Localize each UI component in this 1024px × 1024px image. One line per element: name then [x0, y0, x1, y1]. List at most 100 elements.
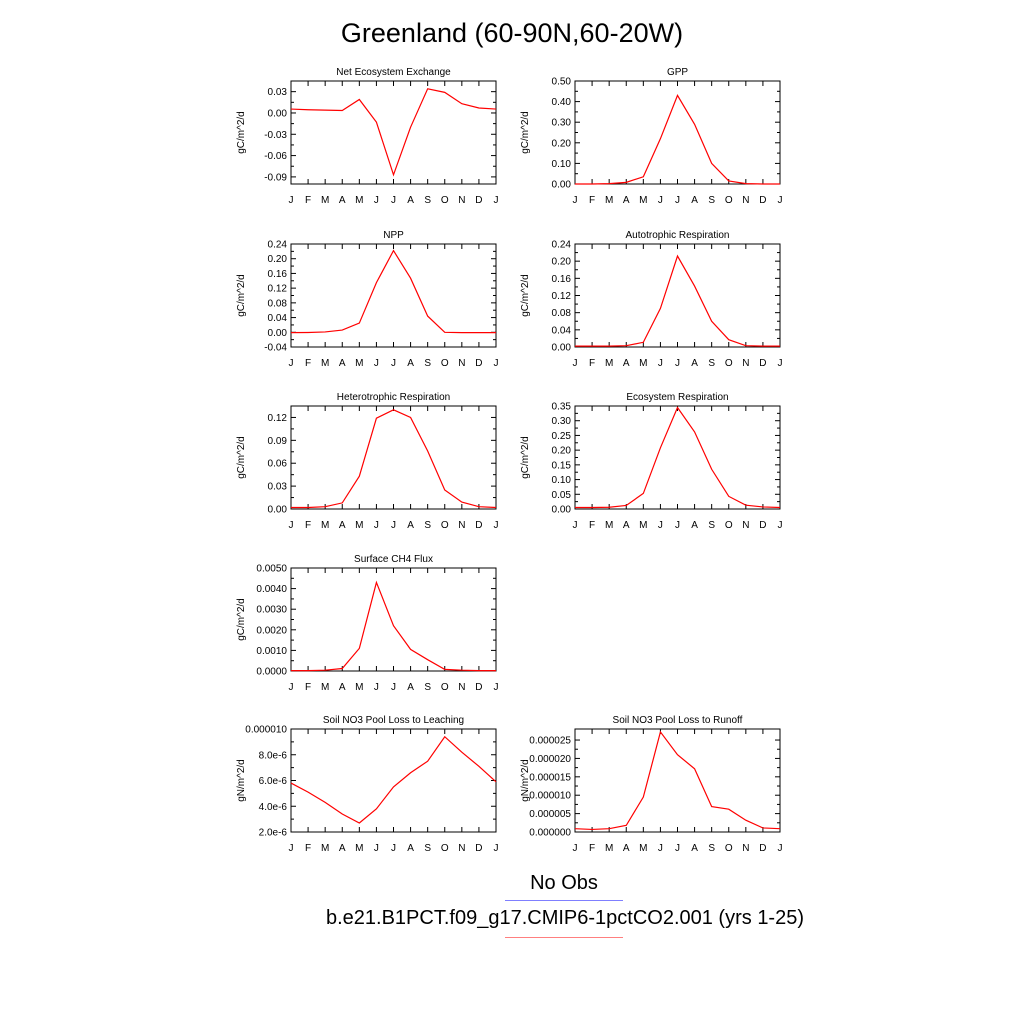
x-tick-label: D — [759, 843, 766, 854]
legend-case-line — [505, 937, 623, 938]
x-tick-label: M — [321, 195, 329, 206]
y-tick-label: 0.16 — [268, 269, 288, 280]
x-tick-label: J — [494, 195, 499, 206]
chart-frame — [290, 728, 497, 833]
x-tick-label: J — [658, 520, 663, 531]
y-axis-label: gC/m^2/d — [520, 436, 531, 479]
x-tick-label: S — [424, 195, 431, 206]
x-tick-label: F — [589, 358, 595, 369]
y-axis-label: gC/m^2/d — [236, 436, 247, 479]
x-tick-label: J — [289, 682, 294, 693]
x-tick-label: O — [441, 843, 449, 854]
x-tick-label: S — [708, 843, 715, 854]
y-tick-label: 0.10 — [552, 475, 572, 486]
x-tick-label: O — [441, 195, 449, 206]
y-tick-label: 0.0030 — [256, 605, 287, 616]
y-axis-label: gN/m^2/d — [520, 759, 531, 802]
y-tick-label: -0.09 — [264, 172, 287, 183]
y-tick-label: 0.000025 — [529, 736, 571, 747]
x-tick-label: F — [305, 843, 311, 854]
y-tick-label: 0.000000 — [529, 828, 571, 839]
x-tick-label: M — [639, 520, 647, 531]
series-line — [290, 735, 497, 824]
x-tick-label: A — [691, 843, 698, 854]
chart-title: Soil NO3 Pool Loss to Runoff — [613, 715, 743, 726]
x-tick-label: M — [355, 358, 363, 369]
y-tick-label: 0.24 — [552, 240, 572, 251]
y-axis-label: gC/m^2/d — [236, 274, 247, 317]
y-tick-label: 0.40 — [552, 97, 572, 108]
y-tick-label: 6.0e-6 — [259, 776, 288, 787]
series-line — [290, 88, 497, 177]
y-tick-label: 2.0e-6 — [259, 828, 288, 839]
x-tick-label: F — [589, 195, 595, 206]
x-tick-label: A — [339, 195, 346, 206]
series-line — [575, 254, 780, 347]
x-tick-label: J — [494, 520, 499, 531]
y-tick-label: 0.000020 — [529, 754, 571, 765]
x-tick-label: O — [725, 843, 733, 854]
x-tick-label: S — [708, 195, 715, 206]
x-tick-label: A — [407, 520, 414, 531]
chart-title: Surface CH4 Flux — [354, 554, 433, 565]
x-tick-label: M — [639, 195, 647, 206]
x-tick-label: D — [475, 358, 482, 369]
x-tick-label: A — [407, 682, 414, 693]
x-tick-label: M — [639, 843, 647, 854]
x-tick-label: J — [573, 520, 578, 531]
y-tick-label: 0.25 — [552, 431, 572, 442]
x-tick-label: N — [742, 520, 749, 531]
y-tick-label: 0.20 — [552, 257, 572, 268]
y-tick-label: 0.12 — [268, 413, 288, 424]
y-tick-label: 0.12 — [552, 291, 572, 302]
y-axis-label: gC/m^2/d — [520, 111, 531, 154]
x-tick-label: D — [759, 520, 766, 531]
x-tick-label: M — [605, 843, 613, 854]
y-tick-label: 0.03 — [268, 87, 288, 98]
y-axis-label: gN/m^2/d — [236, 759, 247, 802]
x-tick-label: M — [355, 520, 363, 531]
x-tick-label: J — [391, 195, 396, 206]
series-line — [291, 409, 497, 509]
x-tick-label: J — [675, 520, 680, 531]
x-tick-label: J — [778, 843, 783, 854]
x-tick-label: J — [658, 843, 663, 854]
x-tick-label: J — [658, 195, 663, 206]
x-tick-label: D — [475, 520, 482, 531]
x-tick-label: M — [355, 682, 363, 693]
x-tick-label: O — [725, 195, 733, 206]
y-tick-label: 0.0010 — [256, 646, 287, 657]
chart-frame — [574, 405, 781, 510]
y-tick-label: 0.04 — [552, 325, 572, 336]
x-tick-label: J — [374, 358, 379, 369]
y-tick-label: 0.00 — [552, 343, 572, 354]
x-tick-label: N — [742, 843, 749, 854]
x-tick-label: O — [725, 520, 733, 531]
x-tick-label: J — [374, 520, 379, 531]
x-tick-label: J — [494, 358, 499, 369]
x-tick-label: F — [305, 682, 311, 693]
x-tick-label: N — [458, 682, 465, 693]
x-tick-label: O — [441, 682, 449, 693]
x-tick-label: A — [407, 843, 414, 854]
y-tick-label: 0.10 — [552, 159, 572, 170]
x-tick-label: J — [374, 195, 379, 206]
x-tick-label: F — [305, 520, 311, 531]
x-tick-label: J — [289, 358, 294, 369]
chart-frame — [574, 243, 781, 348]
series-line — [575, 94, 780, 185]
y-tick-label: 4.0e-6 — [259, 802, 288, 813]
x-tick-label: J — [778, 520, 783, 531]
x-tick-label: O — [441, 358, 449, 369]
x-tick-label: D — [759, 358, 766, 369]
y-tick-label: -0.04 — [264, 343, 287, 354]
x-tick-label: D — [759, 195, 766, 206]
y-tick-label: 0.000010 — [529, 791, 571, 802]
x-tick-label: M — [605, 195, 613, 206]
x-tick-label: F — [589, 843, 595, 854]
x-tick-label: M — [321, 682, 329, 693]
